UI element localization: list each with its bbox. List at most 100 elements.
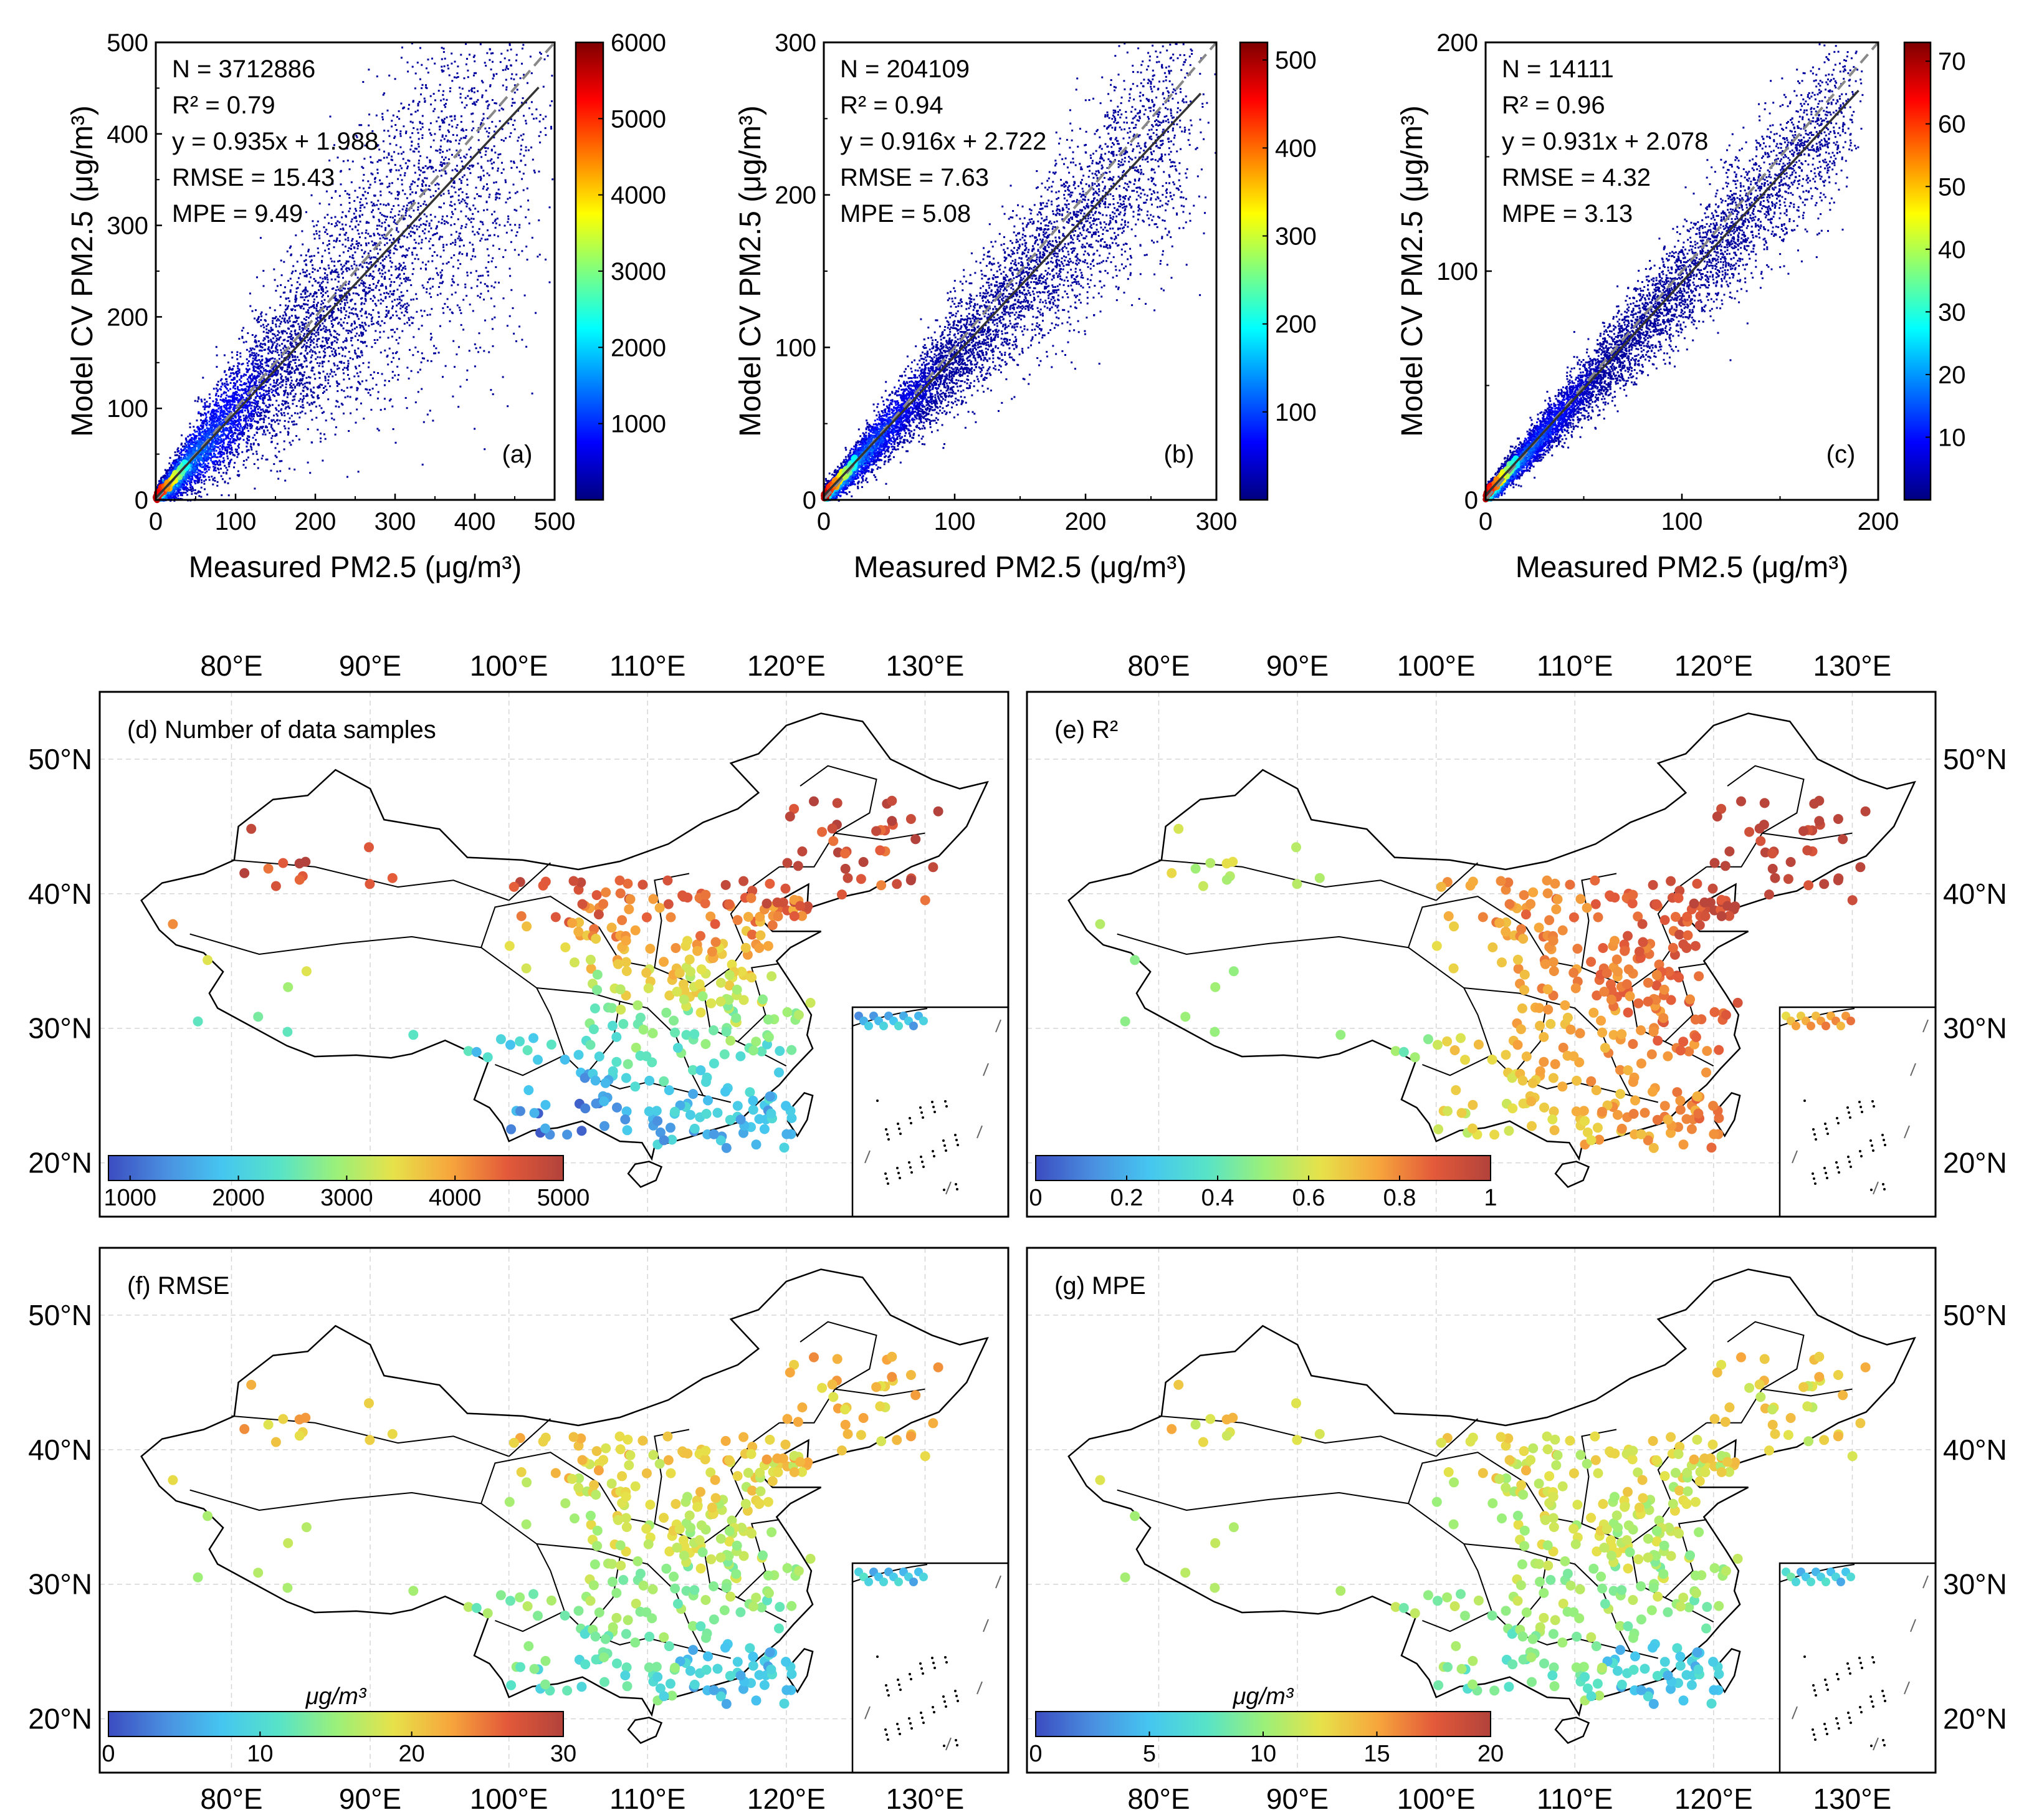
density-point — [341, 273, 343, 275]
density-point — [470, 147, 472, 149]
density-point — [428, 231, 430, 232]
density-point — [351, 228, 353, 230]
figure-canvas: 0 100 200 300 400 5000100200300400500N = 3712… — [0, 0, 2029, 1820]
density-point — [372, 300, 374, 302]
density-point — [398, 153, 399, 155]
density-point — [417, 209, 419, 211]
density-point — [439, 84, 441, 86]
density-point — [374, 339, 376, 341]
density-point — [551, 100, 553, 102]
density-point — [531, 72, 533, 74]
density-point — [431, 360, 432, 362]
density-point — [246, 358, 248, 360]
density-point — [449, 148, 451, 150]
density-point — [209, 403, 211, 405]
density-point — [279, 304, 281, 306]
density-point — [351, 265, 353, 267]
density-point — [280, 373, 282, 375]
density-point — [328, 264, 330, 266]
density-point — [342, 244, 344, 246]
density-point — [327, 379, 329, 381]
density-point — [260, 409, 262, 411]
density-point — [438, 90, 440, 92]
density-point — [431, 219, 432, 221]
density-point — [330, 272, 332, 274]
density-point — [285, 381, 287, 383]
density-point — [308, 307, 310, 309]
density-point — [489, 194, 490, 196]
density-point — [330, 235, 332, 237]
density-point — [245, 467, 247, 469]
density-point — [421, 325, 423, 327]
density-point — [413, 247, 415, 249]
density-point — [275, 323, 277, 325]
density-point — [350, 396, 351, 398]
density-point — [442, 94, 444, 96]
density-point — [406, 208, 408, 209]
density-point — [392, 305, 394, 307]
density-point — [254, 487, 255, 489]
density-point — [227, 482, 229, 484]
density-point — [333, 371, 335, 373]
density-point — [272, 322, 274, 324]
density-point — [365, 229, 367, 231]
density-point — [484, 128, 486, 130]
density-point — [445, 365, 447, 367]
density-point — [448, 124, 450, 126]
density-point — [395, 310, 397, 312]
density-point — [387, 110, 389, 112]
density-point — [317, 346, 318, 348]
density-point — [313, 278, 315, 280]
density-point — [392, 371, 394, 373]
density-point — [384, 408, 386, 410]
density-point — [333, 271, 335, 273]
density-point — [294, 305, 295, 307]
density-point — [251, 354, 253, 356]
density-point — [440, 277, 442, 279]
density-point — [357, 348, 359, 350]
density-point — [409, 148, 411, 150]
density-point — [333, 363, 335, 365]
density-point — [291, 284, 293, 286]
density-point — [290, 330, 292, 332]
density-point — [461, 180, 462, 182]
density-point — [380, 237, 381, 239]
density-point — [466, 179, 468, 181]
density-point — [401, 47, 403, 49]
density-point — [511, 105, 513, 107]
density-point — [315, 308, 317, 310]
density-point — [385, 287, 387, 289]
density-point — [477, 176, 479, 178]
density-point — [489, 127, 490, 129]
density-point — [465, 202, 467, 204]
density-point — [492, 318, 494, 320]
density-point — [519, 171, 521, 173]
density-point — [224, 355, 226, 357]
density-point — [358, 365, 360, 366]
density-point — [498, 154, 500, 156]
density-point — [305, 211, 307, 213]
density-point — [388, 380, 390, 382]
density-point — [487, 173, 489, 175]
density-point — [497, 157, 499, 159]
density-point — [418, 226, 420, 228]
density-point — [423, 171, 424, 173]
density-point — [512, 124, 514, 126]
density-point — [338, 334, 340, 336]
density-point — [403, 305, 404, 307]
density-point — [525, 150, 527, 151]
density-point — [382, 118, 384, 120]
density-point — [453, 186, 455, 188]
density-point — [212, 400, 214, 402]
density-point — [357, 339, 359, 341]
density-point — [479, 240, 481, 242]
density-point — [485, 267, 487, 269]
density-point — [527, 259, 528, 261]
density-point — [322, 363, 323, 365]
density-point — [386, 216, 388, 218]
density-point — [256, 385, 258, 386]
density-point — [227, 457, 229, 459]
density-point — [400, 103, 402, 105]
density-point — [443, 193, 445, 195]
